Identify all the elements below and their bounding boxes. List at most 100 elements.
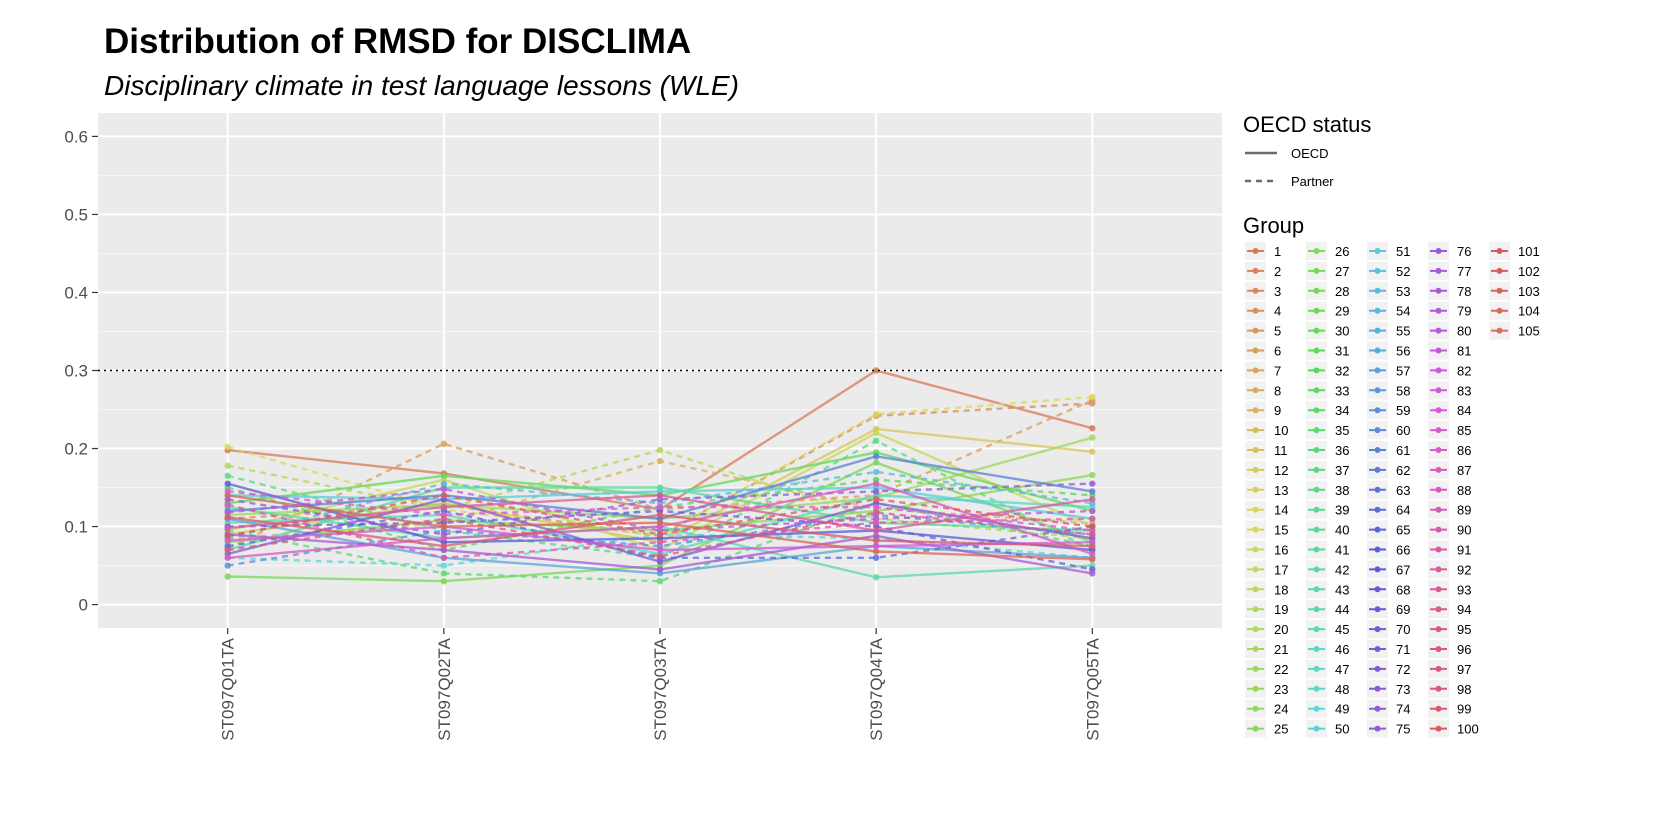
group-legend-key [1428,421,1449,440]
group-legend-key-dot [1252,367,1259,374]
group-legend-key [1306,421,1327,440]
group-legend-key-dot [1374,526,1381,533]
group-legend-label: 17 [1274,562,1288,577]
group-legend-label: 38 [1335,483,1349,498]
group-legend-label: 52 [1396,264,1410,279]
group-legend-key [1306,620,1327,639]
group-legend-key [1367,281,1388,300]
group-legend-key [1428,540,1449,559]
group-legend-label: 22 [1274,662,1288,677]
data-point [656,503,664,511]
series-line [227,501,1093,583]
group-legend-key-dot [1313,287,1320,294]
group-legend-key-dot [1435,685,1442,692]
group-legend-label: 49 [1335,702,1349,717]
group-legend-key [1428,560,1449,579]
group-legend-label: 62 [1396,463,1410,478]
group-legend-label: 32 [1335,363,1349,378]
data-point [224,532,231,540]
group-legend-key-dot [1435,287,1442,294]
group-legend-key-dot [1374,725,1381,732]
y-tick-label: 0.2 [64,440,88,459]
data-point [872,468,880,476]
group-legend-key-dot [1313,486,1320,493]
group-legend-label: 72 [1396,662,1410,677]
data-point [1089,531,1096,538]
data-point [1089,393,1096,401]
group-legend-key [1428,301,1449,320]
group-legend-key-dot [1435,486,1442,493]
group-legend-key-dot [1374,586,1381,593]
data-point [1089,523,1096,530]
group-legend-label: 48 [1335,682,1349,697]
group-legend-key [1367,421,1388,440]
group-legend-label: 84 [1457,403,1471,418]
data-point [440,535,448,542]
group-legend-label: 71 [1396,642,1410,657]
data-point [872,437,880,444]
group-legend-key-dot [1313,646,1320,652]
series-group [224,511,1096,550]
group-legend-label: 54 [1396,304,1410,319]
group-legend-key-dot [1313,725,1320,732]
group-legend-label: 18 [1274,582,1288,597]
group-legend-key [1245,620,1266,639]
data-point [224,472,231,480]
group-legend-label: 33 [1335,383,1349,398]
group-legend-key [1245,480,1266,499]
group-legend-key-dot [1313,566,1320,573]
group-legend-key [1245,321,1266,340]
group-legend-key-dot [1496,327,1503,334]
group-legend-key-dot [1496,248,1503,254]
legend: OECD status OECD Partner Group 123456789… [1243,112,1540,738]
group-legend-key [1489,321,1510,340]
group-legend-key-dot [1435,606,1442,613]
group-legend-key-dot [1252,646,1259,652]
group-legend-key-dot [1374,466,1381,473]
group-legend-entries: 1234567891011121314151617181920212223242… [1245,242,1540,738]
group-legend-key [1367,261,1388,280]
series-line [227,503,1093,560]
group-legend-key [1306,500,1327,519]
group-legend-key [1245,540,1266,559]
group-legend-key-dot [1374,387,1381,394]
group-legend-label: 61 [1396,443,1410,458]
group-legend-key-dot [1252,248,1259,254]
data-point [1089,471,1096,479]
group-legend-label: 105 [1518,324,1540,339]
group-legend-key-dot [1435,387,1442,394]
group-legend-label: 1 [1274,244,1281,259]
series-line [227,482,1093,536]
group-legend-key [1245,421,1266,440]
group-legend-key-dot [1313,705,1320,712]
group-legend-key-dot [1313,267,1320,274]
data-point [872,537,880,544]
group-legend-label: 68 [1396,582,1410,597]
group-legend-key-dot [1435,267,1442,274]
group-legend-label: 26 [1335,244,1349,259]
data-point [872,480,880,487]
group-legend-label: 7 [1274,363,1281,378]
group-legend-key [1306,381,1327,400]
series-line [227,511,1093,558]
group-legend-label: 91 [1457,543,1471,558]
group-legend-key [1245,659,1266,678]
group-legend-label: 10 [1274,423,1288,438]
group-legend-key-dot [1313,466,1320,473]
series-group [224,501,1096,561]
group-legend-key [1428,401,1449,420]
data-point [440,570,448,577]
group-legend-label: 37 [1335,463,1349,478]
group-legend-label: 42 [1335,562,1349,577]
group-legend-key [1489,281,1510,300]
group-legend-label: 81 [1457,344,1471,359]
group-legend-label: 20 [1274,622,1288,637]
group-legend-key [1306,540,1327,559]
group-legend-label: 96 [1457,642,1471,657]
chart-title: Distribution of RMSD for DISCLIMA [104,22,692,61]
group-legend-key [1428,679,1449,698]
group-legend-label: 104 [1518,304,1540,319]
group-legend-label: 80 [1457,324,1471,339]
group-legend-key [1367,460,1388,479]
y-tick-label: 0.5 [64,205,88,224]
